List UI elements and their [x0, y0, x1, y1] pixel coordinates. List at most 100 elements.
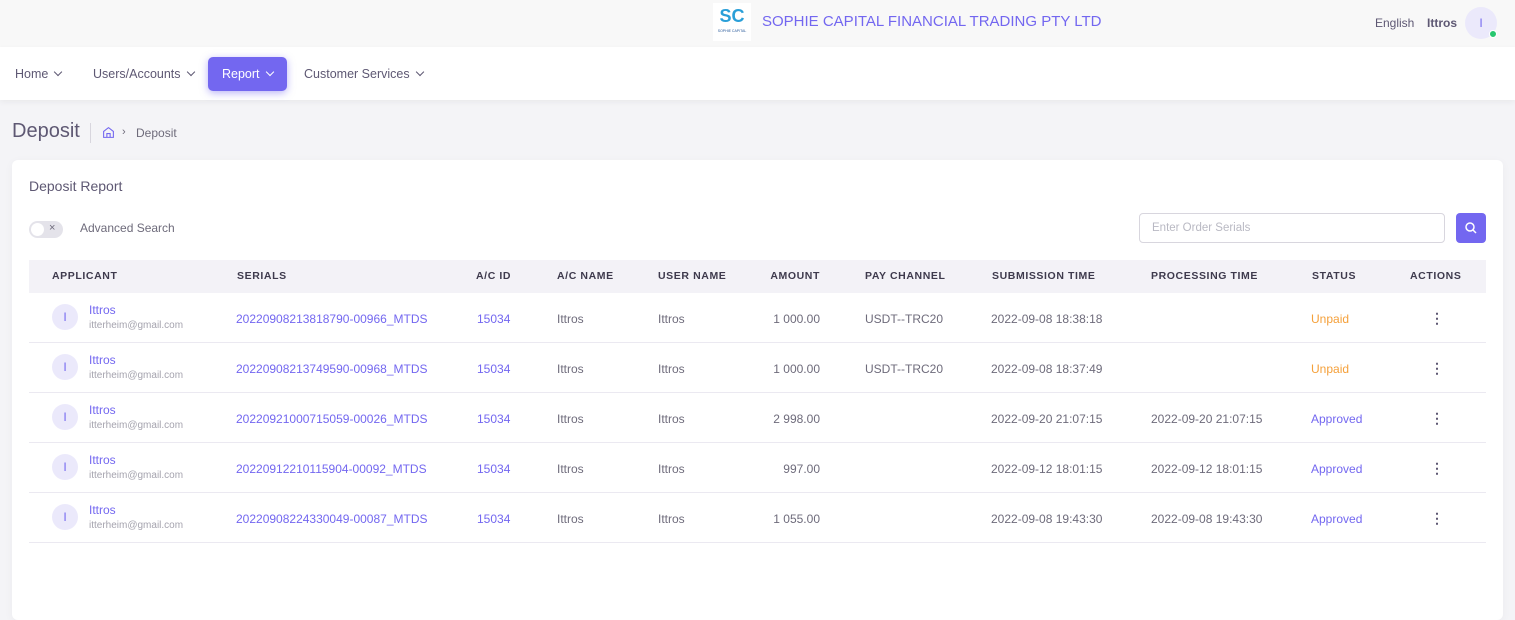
page: SC SOPHIE CAPITAL SOPHIE CAPITAL FINANCI…: [0, 0, 1515, 600]
submission-time: 2022-09-08 19:43:30: [991, 512, 1103, 526]
column-header: A/C ID: [476, 270, 512, 282]
applicant-avatar: I: [52, 304, 78, 330]
nav-item[interactable]: Home: [1, 57, 75, 91]
column-header: AMOUNT: [770, 270, 820, 282]
applicant-avatar: I: [52, 454, 78, 480]
user-name: Ittros: [658, 412, 685, 426]
home-icon[interactable]: [102, 126, 115, 139]
page-title: Deposit: [12, 120, 80, 142]
column-header: APPLICANT: [52, 270, 118, 282]
nav-item[interactable]: Report: [208, 57, 287, 91]
top-bar: SC SOPHIE CAPITAL SOPHIE CAPITAL FINANCI…: [0, 0, 1515, 47]
pay-channel: USDT--TRC20: [865, 312, 944, 326]
submission-time: 2022-09-12 18:01:15: [991, 462, 1103, 476]
column-header: PAY CHANNEL: [865, 270, 946, 282]
column-header: STATUS: [1312, 270, 1357, 282]
applicant-avatar: I: [52, 354, 78, 380]
serial[interactable]: 20220908213818790-00966_MTDS: [236, 312, 428, 326]
card-title: Deposit Report: [29, 178, 123, 194]
language[interactable]: English: [1375, 16, 1415, 30]
company-name: SOPHIE CAPITAL FINANCIAL TRADING PTY LTD: [762, 13, 1102, 30]
online-dot: [1489, 30, 1497, 38]
ac-name: Ittros: [557, 512, 584, 526]
ac-id[interactable]: 15034: [477, 412, 511, 426]
status: Approved: [1311, 412, 1363, 426]
ac-id[interactable]: 15034: [477, 312, 511, 326]
column-header: A/C NAME: [557, 270, 614, 282]
submission-time: 2022-09-08 18:38:18: [991, 312, 1103, 326]
submission-time: 2022-09-08 18:37:49: [991, 362, 1103, 376]
column-header: SERIALS: [237, 270, 287, 282]
search-input[interactable]: Enter Order Serials: [1139, 213, 1445, 243]
breadcrumb: Deposit: [136, 126, 177, 140]
applicant-email: itterheim@gmail.com: [89, 470, 184, 481]
serial[interactable]: 20220912210115904-00092_MTDS: [236, 462, 427, 476]
status: Approved: [1311, 512, 1363, 526]
nav-item[interactable]: Customer Services: [290, 57, 437, 91]
amount: 1 000.00: [773, 362, 820, 376]
status: Unpaid: [1311, 362, 1350, 376]
column-header: ACTIONS: [1410, 270, 1462, 282]
applicant-name[interactable]: Ittros: [89, 403, 116, 417]
actions-menu[interactable]: ⋮: [1430, 460, 1444, 476]
logo-mark: SC: [719, 6, 745, 26]
status: Unpaid: [1311, 312, 1350, 326]
advanced-search-label: Advanced Search: [80, 221, 175, 235]
table-header: [29, 260, 1486, 293]
applicant-name[interactable]: Ittros: [89, 453, 116, 467]
actions-menu[interactable]: ⋮: [1430, 360, 1444, 376]
applicant-name[interactable]: Ittros: [89, 303, 116, 317]
user-name[interactable]: Ittros: [1427, 16, 1457, 30]
serial[interactable]: 20220908213749590-00968_MTDS: [236, 362, 428, 376]
actions-menu[interactable]: ⋮: [1430, 410, 1444, 426]
user-name: Ittros: [658, 362, 685, 376]
applicant-email: itterheim@gmail.com: [89, 420, 184, 431]
row-divider: [29, 392, 1486, 393]
amount: 1 055.00: [773, 512, 820, 526]
applicant-avatar: I: [52, 404, 78, 430]
user-avatar[interactable]: I: [1465, 7, 1497, 39]
ac-name: Ittros: [557, 312, 584, 326]
row-divider: [29, 492, 1486, 493]
search-placeholder: Enter Order Serials: [1152, 222, 1251, 234]
logo: SC SOPHIE CAPITAL: [713, 3, 751, 41]
divider: [90, 123, 91, 143]
applicant-email: itterheim@gmail.com: [89, 320, 184, 331]
row-divider: [29, 442, 1486, 443]
pay-channel: USDT--TRC20: [865, 362, 944, 376]
nav-bar: Home Users/Accounts Report Customer Service…: [0, 47, 1515, 100]
applicant-email: itterheim@gmail.com: [89, 370, 184, 381]
ac-id[interactable]: 15034: [477, 362, 511, 376]
status: Approved: [1311, 462, 1363, 476]
actions-menu[interactable]: ⋮: [1430, 310, 1444, 326]
logo-caption: SOPHIE CAPITAL: [717, 29, 747, 33]
processing-time: 2022-09-08 19:43:30: [1151, 512, 1263, 526]
user-name: Ittros: [658, 462, 685, 476]
row-divider: [29, 542, 1486, 543]
amount: 997.00: [783, 462, 820, 476]
toggle[interactable]: ×: [29, 221, 63, 238]
breadcrumb-sep: ›: [122, 126, 126, 138]
ac-name: Ittros: [557, 462, 584, 476]
applicant-name[interactable]: Ittros: [89, 503, 116, 517]
ac-id[interactable]: 15034: [477, 462, 511, 476]
serial[interactable]: 20220908224330049-00087_MTDS: [236, 512, 428, 526]
submission-time: 2022-09-20 21:07:15: [991, 412, 1103, 426]
user-name: Ittros: [658, 512, 685, 526]
search-button[interactable]: [1456, 213, 1486, 243]
ac-name: Ittros: [557, 412, 584, 426]
serial[interactable]: 20220921000715059-00026_MTDS: [236, 412, 428, 426]
ac-id[interactable]: 15034: [477, 512, 511, 526]
column-header: USER NAME: [658, 270, 727, 282]
ac-name: Ittros: [557, 362, 584, 376]
applicant-avatar: I: [52, 504, 78, 530]
applicant-name[interactable]: Ittros: [89, 353, 116, 367]
actions-menu[interactable]: ⋮: [1430, 510, 1444, 526]
amount: 1 000.00: [773, 312, 820, 326]
amount: 2 998.00: [773, 412, 820, 426]
applicant-email: itterheim@gmail.com: [89, 520, 184, 531]
nav-item[interactable]: Users/Accounts: [79, 57, 208, 91]
column-header: PROCESSING TIME: [1151, 270, 1259, 282]
processing-time: 2022-09-12 18:01:15: [1151, 462, 1263, 476]
user-name: Ittros: [658, 312, 685, 326]
